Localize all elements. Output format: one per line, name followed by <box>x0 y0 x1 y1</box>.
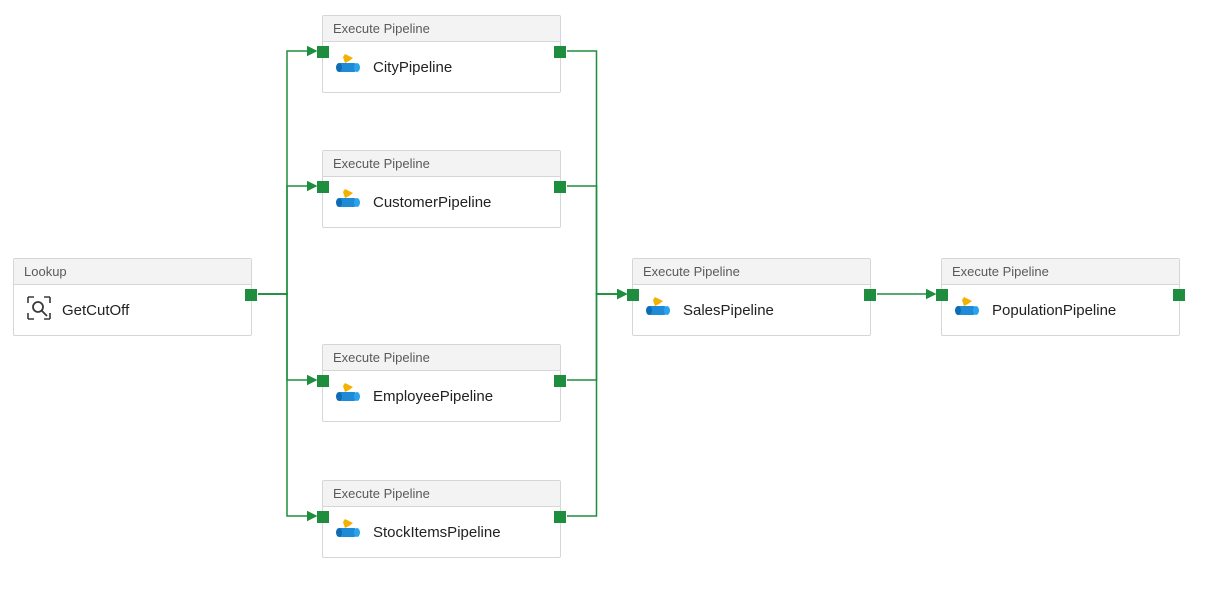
node-label: EmployeePipeline <box>373 388 493 405</box>
node-body: SalesPipeline <box>633 285 870 335</box>
node-body: CustomerPipeline <box>323 177 560 227</box>
right-port[interactable] <box>554 375 566 387</box>
node-type-label: Lookup <box>14 259 251 285</box>
node-label: CustomerPipeline <box>373 194 491 211</box>
node-population[interactable]: Execute Pipeline PopulationPipeline <box>941 258 1180 336</box>
right-port[interactable] <box>1173 289 1185 301</box>
node-stock[interactable]: Execute Pipeline StockItemsPipeline <box>322 480 561 558</box>
node-employee[interactable]: Execute Pipeline EmployeePipeline <box>322 344 561 422</box>
edge-getcutoff-customer <box>258 186 316 294</box>
node-body: StockItemsPipeline <box>323 507 560 557</box>
pipeline-icon <box>335 381 363 411</box>
node-type-label: Execute Pipeline <box>942 259 1179 285</box>
node-type-label: Execute Pipeline <box>323 345 560 371</box>
pipeline-icon <box>335 52 363 82</box>
edge-employee-sales <box>567 294 626 380</box>
node-body: EmployeePipeline <box>323 371 560 421</box>
node-label: StockItemsPipeline <box>373 524 501 541</box>
edge-getcutoff-employee <box>258 294 316 380</box>
lookup-icon <box>26 295 52 325</box>
node-type-label: Execute Pipeline <box>323 481 560 507</box>
node-body: GetCutOff <box>14 285 251 335</box>
edge-getcutoff-city <box>258 51 316 294</box>
pipeline-icon <box>335 517 363 547</box>
node-body: PopulationPipeline <box>942 285 1179 335</box>
right-port[interactable] <box>554 181 566 193</box>
node-label: SalesPipeline <box>683 302 774 319</box>
left-port[interactable] <box>317 181 329 193</box>
node-label: PopulationPipeline <box>992 302 1116 319</box>
node-type-label: Execute Pipeline <box>633 259 870 285</box>
right-port[interactable] <box>554 46 566 58</box>
node-customer[interactable]: Execute Pipeline CustomerPipeline <box>322 150 561 228</box>
node-getcutoff[interactable]: Lookup GetCutOff <box>13 258 252 336</box>
edge-city-sales <box>567 51 626 294</box>
edge-stock-sales <box>567 294 626 516</box>
edge-getcutoff-stock <box>258 294 316 516</box>
node-type-label: Execute Pipeline <box>323 151 560 177</box>
node-sales[interactable]: Execute Pipeline SalesPipeline <box>632 258 871 336</box>
edge-customer-sales <box>567 186 626 294</box>
node-type-label: Execute Pipeline <box>323 16 560 42</box>
node-city[interactable]: Execute Pipeline CityPipeline <box>322 15 561 93</box>
pipeline-icon <box>335 187 363 217</box>
left-port[interactable] <box>936 289 948 301</box>
pipeline-icon <box>954 295 982 325</box>
right-port[interactable] <box>864 289 876 301</box>
left-port[interactable] <box>317 375 329 387</box>
right-port[interactable] <box>245 289 257 301</box>
node-label: GetCutOff <box>62 302 129 319</box>
node-label: CityPipeline <box>373 59 452 76</box>
right-port[interactable] <box>554 511 566 523</box>
left-port[interactable] <box>317 511 329 523</box>
node-body: CityPipeline <box>323 42 560 92</box>
left-port[interactable] <box>317 46 329 58</box>
pipeline-icon <box>645 295 673 325</box>
left-port[interactable] <box>627 289 639 301</box>
